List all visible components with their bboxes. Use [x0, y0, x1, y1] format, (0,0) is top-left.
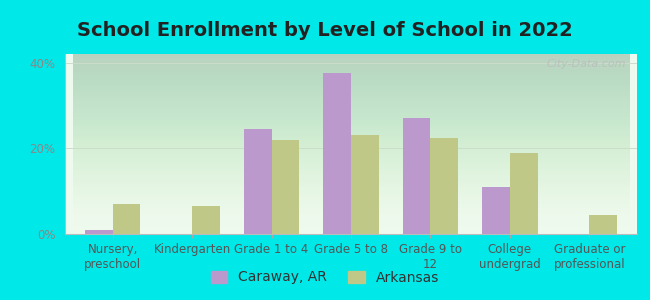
Bar [85, 230, 112, 234]
Bar [590, 215, 617, 234]
Text: City-Data.com: City-Data.com [546, 59, 625, 69]
Bar [482, 187, 510, 234]
Bar [430, 138, 458, 234]
Bar [351, 135, 379, 234]
Bar [510, 153, 538, 234]
Bar [112, 204, 140, 234]
Legend: Caraway, AR, Arkansas: Caraway, AR, Arkansas [205, 265, 445, 290]
Bar [402, 118, 430, 234]
Bar [244, 129, 272, 234]
Bar [323, 73, 351, 234]
Bar [192, 206, 220, 234]
Bar [272, 140, 300, 234]
Text: School Enrollment by Level of School in 2022: School Enrollment by Level of School in … [77, 21, 573, 40]
